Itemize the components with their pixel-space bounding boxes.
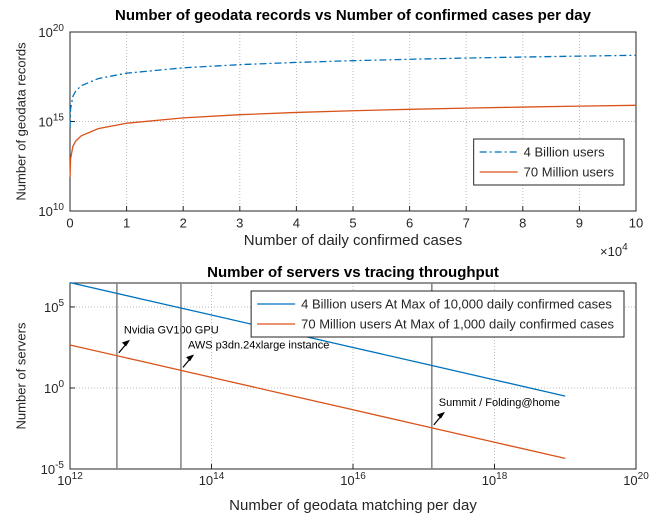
x-tick-label: 1016 [340, 471, 366, 489]
x-tick-label: 1014 [199, 471, 225, 489]
x-axis-label: Number of geodata matching per day [229, 497, 477, 514]
x-tick-label: 5 [349, 215, 356, 230]
x-tick-label: 8 [519, 215, 526, 230]
arrow-head [186, 354, 195, 362]
y-tick-label: 1010 [38, 202, 64, 220]
x-tick-label: 9 [576, 215, 583, 230]
axes-box [69, 282, 637, 470]
chart-title: Number of servers vs tracing throughput [207, 264, 499, 281]
annotation-label: Nvidia GV100 GPU [124, 325, 219, 337]
y-tick-label: 100 [44, 379, 64, 397]
x-tick-label: 6 [406, 215, 413, 230]
x-tick-label: 0 [66, 215, 73, 230]
y-tick-label: 1020 [38, 23, 64, 41]
x-tick-label: 1020 [623, 471, 649, 489]
annotation-label: Summit / Folding@home [439, 397, 560, 409]
arrow-head [121, 339, 131, 347]
x-tick-label: 2 [180, 215, 187, 230]
legend-label: 70 Million users At Max of 1,000 daily c… [301, 316, 614, 331]
x-multiplier: ×104 [600, 242, 628, 260]
x-tick-label: 4 [293, 215, 300, 230]
legend: 4 Billion users At Max of 10,000 daily c… [250, 290, 625, 338]
legend-box [250, 290, 625, 338]
legend-label: 4 Billion users At Max of 10,000 daily c… [301, 296, 612, 311]
x-tick-label: 7 [463, 215, 470, 230]
series-line [69, 104, 637, 177]
annotation-label: AWS p3dn.24xlarge instance [188, 339, 329, 351]
y-axis-label: Number of servers [13, 322, 28, 429]
x-axis-label: Number of daily confirmed cases [244, 232, 462, 249]
series-line [69, 344, 566, 460]
chart-title: Number of geodata records vs Number of c… [115, 7, 592, 24]
x-tick-label: 1 [123, 215, 130, 230]
x-tick-label: 3 [236, 215, 243, 230]
series-line [69, 54, 637, 127]
y-axis-label: Number of geodata records [13, 42, 28, 201]
y-tick-label: 105 [44, 298, 64, 316]
legend-label: 70 Million users [524, 164, 615, 179]
y-tick-label: 10-5 [41, 460, 65, 478]
series-line [69, 281, 566, 397]
y-tick-label: 1015 [38, 112, 64, 130]
x-tick-label: 1018 [482, 471, 508, 489]
legend-box [473, 138, 625, 186]
legend-label: 4 Billion users [524, 144, 605, 159]
x-tick-label: 10 [629, 215, 643, 230]
legend: 4 Billion users 70 Million users [473, 138, 625, 186]
x-tick-label: 1012 [57, 471, 83, 489]
arrow-head [436, 411, 445, 419]
